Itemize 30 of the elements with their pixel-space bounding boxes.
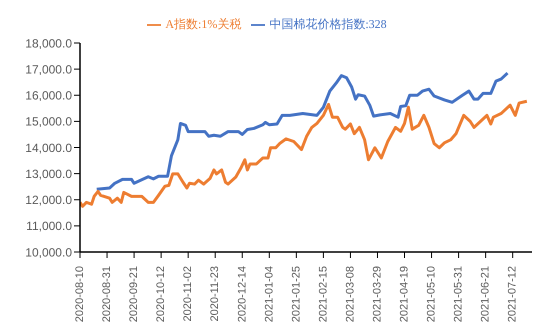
x-tick-label: 2020-08-31 (101, 266, 114, 322)
x-tick-label: 2021-06-21 (480, 266, 492, 322)
x-tick-label: 2021-03-08 (344, 266, 356, 322)
x-tick-label: 2020-11-23 (209, 266, 222, 322)
y-tick-label: 17,000.0 (25, 62, 72, 76)
x-tick-label: 2021-01-04 (263, 266, 276, 322)
legend-label: 中国棉花价格指数:328 (269, 17, 387, 31)
y-tick-label: 15,000.0 (25, 114, 72, 129)
x-tick-label: 2020-12-14 (236, 266, 248, 322)
line-series (80, 100, 528, 208)
y-tick-label: 18,000.0 (25, 36, 72, 50)
y-tick-label: 11,000.0 (26, 219, 72, 234)
x-tick-label: 2021-02-15 (317, 266, 330, 322)
line-series (95, 72, 510, 191)
x-tick-label: 2021-03-29 (371, 266, 384, 322)
x-tick-label: 2020-08-10 (74, 266, 86, 322)
x-tick-label: 2021-01-25 (290, 266, 302, 322)
x-tick-label: 2021-07-12 (506, 266, 519, 322)
x-tick-label: 2020-10-12 (155, 266, 168, 322)
y-tick-label: 13,000.0 (25, 166, 72, 181)
y-tick-label: 14,000.0 (25, 140, 72, 155)
x-tick-label: 2021-05-10 (426, 266, 438, 322)
x-tick-label: 2020-11-02 (182, 266, 194, 322)
y-tick-label: 12,000.0 (25, 193, 72, 208)
x-tick-label: 2021-04-19 (398, 266, 411, 322)
y-tick-label: 10,000.0 (25, 245, 72, 260)
x-tick-label: 2020-09-21 (128, 266, 140, 322)
y-tick-label: 16,000.0 (25, 88, 72, 103)
legend-label: A指数:1%关税 (165, 17, 242, 31)
x-tick-label: 2021-05-31 (452, 266, 465, 322)
